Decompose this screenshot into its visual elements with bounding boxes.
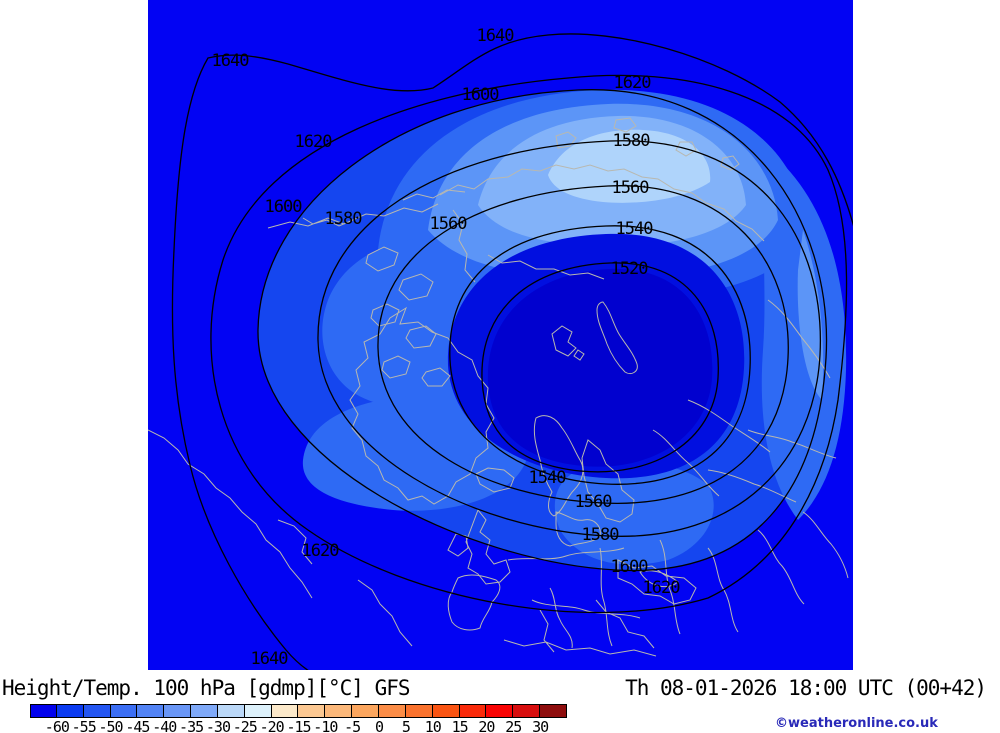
- colorbar-cell-4: [137, 704, 165, 718]
- colorbar-ticks: -60 -55 -50 -45 -40 -35 -30 -25 -20 -15 -10 -5 0 5 10 1…: [0, 718, 600, 733]
- colorbar: [30, 704, 567, 718]
- contour-label-1600: 1600: [462, 85, 500, 105]
- contour-line-1580: [317, 140, 822, 537]
- contour-label-1520: 1520: [611, 259, 649, 279]
- contour-line-1560: [377, 185, 789, 504]
- colorbar-tick-15: 15: [451, 718, 469, 733]
- colorbar-cell-10: [298, 704, 326, 718]
- contour-label-1640: 1640: [251, 649, 289, 669]
- valid-datetime: Th 08-01-2026 18:00 UTC (00+42): [625, 676, 987, 700]
- colorbar-tick-30: 30: [532, 718, 549, 733]
- height-contours: [171, 33, 853, 670]
- colorbar-tick-5: 5: [401, 718, 411, 733]
- coastline-canadian-archipelago: [365, 246, 451, 387]
- contour-label-1580: 1580: [613, 131, 651, 151]
- coastline-mediterranean: [503, 587, 657, 657]
- colorbar-tick--15: -15: [286, 718, 311, 733]
- temperature-fills: [148, 0, 853, 670]
- contour-label-1560: 1560: [575, 492, 613, 512]
- colorbar-cell-15: [432, 704, 460, 718]
- colorbar-cell-3: [110, 704, 138, 718]
- contour-label-1620: 1620: [295, 132, 333, 152]
- contour-label-1560: 1560: [612, 178, 650, 198]
- contour-line-1540: [449, 225, 751, 485]
- colorbar-cell-11: [325, 704, 353, 718]
- colorbar-cell-18: [513, 704, 541, 718]
- colorbar-cell-2: [83, 704, 111, 718]
- coastline-iberia: [447, 574, 501, 631]
- contour-label-1620: 1620: [614, 73, 652, 93]
- colorbar-cell-1: [56, 704, 84, 718]
- colorbar-tick--50: -50: [98, 718, 124, 733]
- colorbar-cell-12: [352, 704, 379, 718]
- contour-label-1620: 1620: [643, 578, 681, 598]
- polar-map: 1640 1640 1640 1620 1620 1620 1620 1600 1600 1600…: [148, 0, 853, 670]
- colorbar-tick-20: 20: [478, 718, 495, 733]
- map-canvas: 1640164016401620162016201620160016001600…: [148, 0, 853, 670]
- colorbar-cell-9: [271, 704, 299, 718]
- colorbar-cell-5: [164, 704, 192, 718]
- colorbar-tick--60: -60: [44, 718, 70, 733]
- contour-label-1600: 1600: [265, 197, 303, 217]
- coastline-svalbard: [551, 325, 585, 361]
- coastline-baltic-finland: [581, 439, 635, 523]
- contour-label-1580: 1580: [325, 209, 363, 229]
- fill-core-2: [487, 268, 713, 467]
- contour-label-1580: 1580: [582, 525, 620, 545]
- colorbar-cell-17: [486, 704, 514, 718]
- fill-band-5: [548, 129, 711, 203]
- contour-line-1600: [257, 89, 828, 572]
- colorbar-cell-16: [459, 704, 487, 718]
- colorbar-tick-25: 25: [505, 718, 522, 733]
- copyright-watermark: ©weatheronline.co.uk: [775, 716, 938, 731]
- coastline-north-america: [148, 429, 413, 647]
- colorbar-cell-7: [217, 704, 245, 718]
- colorbar-cell-8: [244, 704, 272, 718]
- colorbar-tick--20: -20: [259, 718, 285, 733]
- colorbar-cell-19: [540, 704, 567, 718]
- coastline-balkans-blacksea: [617, 559, 697, 605]
- contour-line-1520: [481, 262, 719, 473]
- colorbar-tick--55: -55: [71, 718, 97, 733]
- colorbar-cell-14: [405, 704, 433, 718]
- contour-label-1540: 1540: [616, 219, 654, 239]
- contour-labels: 1640164016401620162016201620160016001600…: [212, 26, 682, 669]
- colorbar-cell-0: [30, 704, 57, 718]
- colorbar-tick--5: -5: [344, 718, 361, 733]
- coastline-uk-ireland: [447, 509, 511, 585]
- coastline-novaya-zemlya: [596, 301, 638, 375]
- colorbar-cell-6: [191, 704, 218, 718]
- colorbar-tick--25: -25: [232, 718, 258, 733]
- colorbar-tick-0: 0: [375, 718, 384, 733]
- contour-label-1600: 1600: [611, 557, 649, 577]
- contour-label-1560: 1560: [430, 214, 468, 234]
- colorbar-tick-10: 10: [424, 718, 442, 733]
- colorbar-tick--40: -40: [152, 718, 177, 733]
- coastline-alaska: [267, 189, 466, 229]
- coastline-greenland: [349, 306, 495, 505]
- contour-label-1640: 1640: [477, 26, 515, 46]
- colorbar-tick--45: -45: [125, 718, 150, 733]
- fill-band-2-europe: [554, 461, 714, 565]
- coastline-iceland: [475, 467, 515, 493]
- map-title: Height/Temp. 100 hPa [gdmp][°C] GFS: [2, 676, 411, 700]
- colorbar-tick--35: -35: [179, 718, 204, 733]
- colorbar-cell-13: [378, 704, 406, 718]
- colorbar-tick--10: -10: [313, 718, 338, 733]
- contour-label-1640: 1640: [212, 51, 250, 71]
- contour-label-1540: 1540: [529, 468, 567, 488]
- contour-label-1620: 1620: [302, 541, 340, 561]
- contour-line-1640: [171, 33, 853, 670]
- coastline-arctic-islands: [555, 117, 740, 171]
- contour-line-1620: [210, 74, 848, 614]
- colorbar-tick--30: -30: [205, 718, 231, 733]
